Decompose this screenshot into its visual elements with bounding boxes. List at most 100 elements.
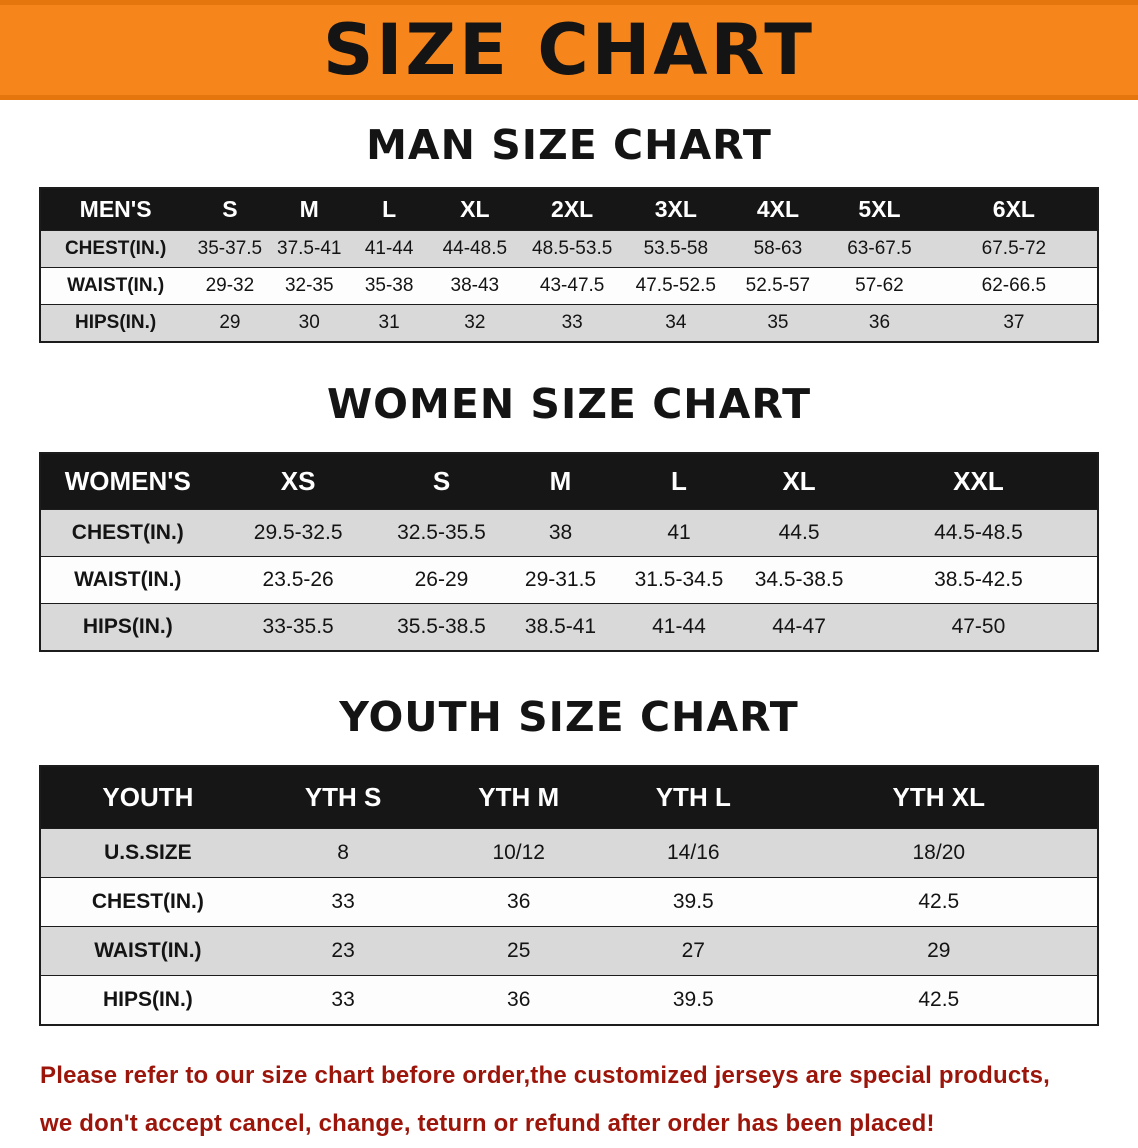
- value-cell: 38-43: [429, 267, 521, 306]
- value-cell: 44.5: [738, 509, 860, 558]
- value-cell: 47-50: [859, 603, 1098, 652]
- value-cell: 35.5-38.5: [381, 603, 502, 652]
- value-cell: 53.5-58: [623, 230, 728, 269]
- row-label-cell: HIPS(IN.): [40, 975, 255, 1026]
- value-cell: 31.5-34.5: [619, 556, 739, 605]
- row-label-cell: WAIST(IN.): [40, 926, 255, 977]
- value-cell: 48.5-53.5: [520, 230, 624, 269]
- value-cell: 67.5-72: [930, 230, 1098, 269]
- value-cell: 57-62: [828, 267, 931, 306]
- column-header-cell: XS: [214, 452, 382, 511]
- value-cell: 36: [431, 877, 606, 928]
- men-size-table: MEN'S S M L XL 2XL 3XL 4XL 5XL 6XL CHEST…: [39, 187, 1099, 344]
- value-cell: 63-67.5: [828, 230, 931, 269]
- column-header-cell: 6XL: [930, 187, 1098, 232]
- row-label-cell: CHEST(IN.): [40, 230, 191, 269]
- value-cell: 52.5-57: [727, 267, 829, 306]
- column-header-cell: YTH S: [254, 765, 432, 830]
- value-cell: 35-37.5: [190, 230, 270, 269]
- value-cell: 38.5-41: [501, 603, 620, 652]
- value-cell: 37.5-41: [269, 230, 349, 269]
- row-label-cell: CHEST(IN.): [40, 509, 215, 558]
- column-header-cell: 3XL: [623, 187, 728, 232]
- table-title-cell: MEN'S: [40, 187, 191, 232]
- youth-waist-row: WAIST(IN.) 23 25 27 29: [40, 926, 1098, 977]
- value-cell: 62-66.5: [930, 267, 1098, 306]
- table-title-cell: YOUTH: [40, 765, 255, 830]
- men-hips-row: HIPS(IN.) 29 30 31 32 33 34 35 36 37: [40, 304, 1098, 343]
- men-section-heading: MAN SIZE CHART: [366, 121, 772, 169]
- value-cell: 42.5: [780, 975, 1098, 1026]
- column-header-cell: L: [348, 187, 430, 232]
- women-hips-row: HIPS(IN.) 33-35.5 35.5-38.5 38.5-41 41-4…: [40, 603, 1098, 652]
- value-cell: 25: [431, 926, 606, 977]
- value-cell: 29-31.5: [501, 556, 620, 605]
- value-cell: 23: [254, 926, 432, 977]
- youth-section-heading: YOUTH SIZE CHART: [339, 693, 799, 742]
- youth-ussize-row: U.S.SIZE 8 10/12 14/16 18/20: [40, 828, 1098, 879]
- value-cell: 33: [254, 975, 432, 1026]
- row-label-cell: WAIST(IN.): [40, 267, 191, 306]
- value-cell: 33: [520, 304, 624, 343]
- value-cell: 44.5-48.5: [859, 509, 1098, 558]
- value-cell: 39.5: [606, 975, 781, 1026]
- value-cell: 8: [254, 828, 432, 879]
- value-cell: 43-47.5: [520, 267, 624, 306]
- column-header-cell: 5XL: [828, 187, 931, 232]
- value-cell: 35: [727, 304, 829, 343]
- value-cell: 39.5: [606, 877, 781, 928]
- value-cell: 38: [501, 509, 620, 558]
- column-header-cell: S: [381, 452, 502, 511]
- men-header-row: MEN'S S M L XL 2XL 3XL 4XL 5XL 6XL: [40, 187, 1098, 232]
- value-cell: 38.5-42.5: [859, 556, 1098, 605]
- value-cell: 27: [606, 926, 781, 977]
- value-cell: 41-44: [348, 230, 430, 269]
- row-label-cell: HIPS(IN.): [40, 304, 191, 343]
- value-cell: 35-38: [348, 267, 430, 306]
- value-cell: 32.5-35.5: [381, 509, 502, 558]
- disclaimer-line-1: Please refer to our size chart before or…: [40, 1062, 1050, 1090]
- column-header-cell: YTH M: [431, 765, 606, 830]
- row-label-cell: U.S.SIZE: [40, 828, 255, 879]
- banner: SIZE CHART: [0, 0, 1138, 100]
- value-cell: 29-32: [190, 267, 270, 306]
- value-cell: 47.5-52.5: [623, 267, 728, 306]
- column-header-cell: M: [269, 187, 349, 232]
- value-cell: 32: [429, 304, 521, 343]
- women-section-heading: WOMEN SIZE CHART: [326, 380, 812, 429]
- column-header-cell: XL: [429, 187, 521, 232]
- value-cell: 41: [619, 509, 739, 558]
- value-cell: 18/20: [780, 828, 1098, 879]
- column-header-cell: XXL: [859, 452, 1098, 511]
- value-cell: 41-44: [619, 603, 739, 652]
- value-cell: 36: [431, 975, 606, 1026]
- youth-hips-row: HIPS(IN.) 33 36 39.5 42.5: [40, 975, 1098, 1026]
- men-chest-row: CHEST(IN.) 35-37.5 37.5-41 41-44 44-48.5…: [40, 230, 1098, 269]
- value-cell: 32-35: [269, 267, 349, 306]
- column-header-cell: YTH L: [606, 765, 781, 830]
- value-cell: 10/12: [431, 828, 606, 879]
- youth-section: YOUTH SIZE CHART YOUTH YTH S YTH M YTH L…: [0, 693, 1138, 1027]
- men-section: MAN SIZE CHART MEN'S S M L XL 2XL 3XL 4X…: [0, 121, 1138, 344]
- value-cell: 29: [780, 926, 1098, 977]
- column-header-cell: XL: [738, 452, 860, 511]
- column-header-cell: L: [619, 452, 739, 511]
- column-header-cell: M: [501, 452, 620, 511]
- value-cell: 29.5-32.5: [214, 509, 382, 558]
- page-title: SIZE CHART: [322, 9, 816, 91]
- disclaimer: Please refer to our size chart before or…: [40, 1052, 1130, 1148]
- youth-size-table: YOUTH YTH S YTH M YTH L YTH XL U.S.SIZE …: [39, 765, 1099, 1027]
- table-title-cell: WOMEN'S: [40, 452, 215, 511]
- row-label-cell: HIPS(IN.): [40, 603, 215, 652]
- value-cell: 14/16: [606, 828, 781, 879]
- value-cell: 29: [190, 304, 270, 343]
- value-cell: 44-48.5: [429, 230, 521, 269]
- value-cell: 31: [348, 304, 430, 343]
- value-cell: 42.5: [780, 877, 1098, 928]
- women-section: WOMEN SIZE CHART WOMEN'S XS S M L XL XXL: [0, 380, 1138, 653]
- women-waist-row: WAIST(IN.) 23.5-26 26-29 29-31.5 31.5-34…: [40, 556, 1098, 605]
- row-label-cell: CHEST(IN.): [40, 877, 255, 928]
- youth-header-row: YOUTH YTH S YTH M YTH L YTH XL: [40, 765, 1098, 830]
- value-cell: 36: [828, 304, 931, 343]
